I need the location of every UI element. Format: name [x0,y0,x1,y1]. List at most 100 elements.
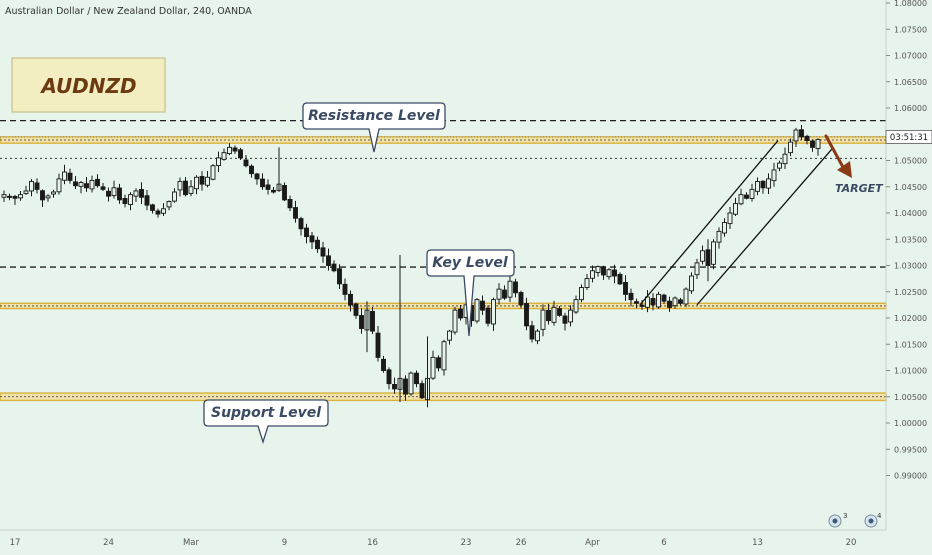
chart-title: Australian Dollar / New Zealand Dollar, … [5,6,252,17]
candle-body [419,383,425,399]
candle-body [661,294,667,302]
candle-body [777,162,782,169]
candle-body [271,189,276,193]
price-tick-label: 1.02500 [894,288,927,297]
candle-body [177,181,183,191]
candle-body [331,263,337,272]
candle-body [524,303,529,327]
candle-body [381,358,386,371]
candle-body [199,176,205,185]
candle-body [667,300,672,308]
candle-body [386,369,392,385]
candle-body [788,141,793,154]
price-tick-label: 0.99000 [894,472,927,481]
candle-body [430,356,436,379]
resistance-callout[interactable]: Resistance Level [302,102,446,153]
channel-upper-line[interactable] [639,140,779,306]
candle-body [452,309,458,333]
candle-body [73,181,78,187]
ideas-badge[interactable]: 3 [828,512,847,528]
candle-body [458,308,463,319]
candle-body [749,188,755,199]
candle-body [722,221,727,234]
candle-body [7,195,12,198]
candle-body [727,212,733,225]
candle-body [557,308,562,316]
time-tick-label: 16 [367,538,378,548]
comments-badge[interactable]: 4 [864,512,882,528]
candle-body [359,315,364,329]
candle-body [689,275,694,292]
candle-body [221,152,227,160]
candle-body [711,241,716,265]
candle-body [205,176,210,186]
candle-body [260,178,265,188]
candle-body [595,266,601,273]
price-tick-label: 1.07000 [894,52,927,61]
candle-body [298,218,304,230]
candle-body [562,315,568,324]
candle-body [716,230,722,243]
candle-body [194,176,199,190]
candle-body [293,207,298,219]
resistance-label: Resistance Level [308,108,440,124]
candle-body [243,159,249,167]
candle-body [804,135,810,142]
candle-body [810,140,815,148]
candle-body [117,187,122,201]
candle-body [584,278,590,288]
candle-body [210,165,216,180]
time-tick-label: 6 [661,538,666,548]
candle-body [45,195,51,199]
time-axis[interactable]: 17 24 Mar 9 16 23 26 Apr 6 13 20 [10,538,857,548]
candle-body [375,332,381,358]
candle-body [232,147,238,152]
candle-body [683,288,689,305]
price-tick-label: 1.05000 [894,157,927,166]
key-callout[interactable]: Key Level [426,249,515,337]
candle-body [496,288,502,300]
time-tick-label: 9 [282,538,287,548]
candle-body [815,139,821,149]
candle-body [51,191,56,195]
candle-body [183,180,188,196]
candle-body [529,325,535,340]
candle-body [540,309,546,330]
candle-body [78,182,84,187]
candle-body [628,292,634,301]
candle-body [342,283,348,295]
candle-body [491,299,496,325]
candle-body [309,235,315,243]
candle-body [623,281,628,295]
candle-body [441,341,447,371]
candle-body [408,372,414,395]
candle-body [100,186,106,190]
candle-body [546,309,551,322]
candle-body [29,181,34,192]
candle-body [403,378,408,395]
candle-body [573,299,579,313]
candle-body [89,179,95,190]
channel-lower-line[interactable] [696,148,833,306]
candle-body [144,195,150,206]
price-timer-badge: 03:51:31 [885,129,932,144]
candle-body [227,146,232,155]
candle-body [474,299,480,322]
candle-body [287,199,293,209]
price-tick-label: 1.02000 [894,314,927,323]
candle-body [392,383,397,390]
key-label: Key Level [432,255,508,271]
candle-body [612,269,617,277]
candle-body [34,182,40,190]
candle-body [601,266,606,276]
support-callout[interactable]: Support Level [203,399,329,445]
candle-body [23,190,29,194]
candle-body [535,330,540,342]
candle-body [793,129,799,142]
candle-body [645,296,650,308]
candle-body [111,187,117,197]
candle-body [172,191,177,202]
candle-body [760,180,766,189]
